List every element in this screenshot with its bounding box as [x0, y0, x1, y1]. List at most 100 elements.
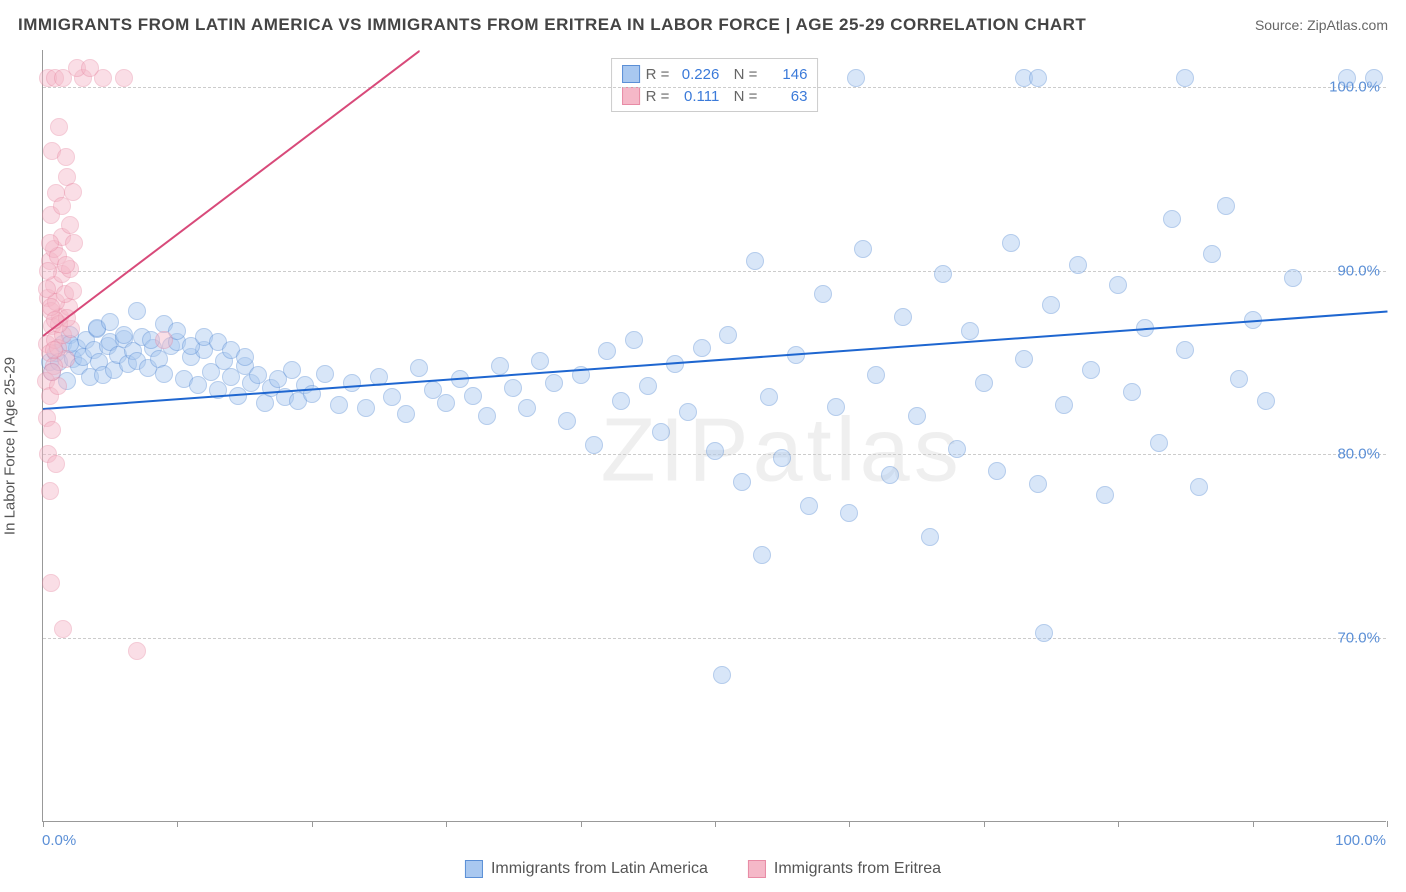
data-point: [65, 234, 83, 252]
data-point: [1029, 69, 1047, 87]
legend-stats-box: R =0.226 N =146R =0.111 N =63: [611, 58, 819, 112]
data-point: [45, 341, 63, 359]
data-point: [800, 497, 818, 515]
data-point: [316, 365, 334, 383]
data-point: [625, 331, 643, 349]
x-tick: [446, 821, 447, 827]
data-point: [115, 69, 133, 87]
data-point: [41, 482, 59, 500]
legend-stats-row: R = 0.111 N = 63: [622, 85, 808, 107]
source-attribution: Source: ZipAtlas.com: [1255, 17, 1388, 33]
data-point: [706, 442, 724, 460]
stat-r-value: 0.111: [675, 88, 719, 105]
stat-r-label: R =: [646, 66, 670, 83]
data-point: [1042, 296, 1060, 314]
data-point: [814, 285, 832, 303]
legend-swatch: [622, 87, 640, 105]
data-point: [504, 379, 522, 397]
data-point: [719, 326, 737, 344]
data-point: [1029, 475, 1047, 493]
data-point: [988, 462, 1006, 480]
bottom-legend-item: Immigrants from Latin America: [465, 860, 708, 878]
data-point: [558, 412, 576, 430]
data-point: [1150, 434, 1168, 452]
data-point: [961, 322, 979, 340]
data-point: [330, 396, 348, 414]
data-point: [464, 387, 482, 405]
plot-area: ZIPatlas R =0.226 N =146R =0.111 N =63 7…: [42, 50, 1386, 822]
data-point: [1082, 361, 1100, 379]
data-point: [478, 407, 496, 425]
data-point: [1123, 383, 1141, 401]
data-point: [518, 399, 536, 417]
data-point: [57, 148, 75, 166]
data-point: [53, 197, 71, 215]
data-point: [115, 326, 133, 344]
data-point: [1365, 69, 1383, 87]
data-point: [410, 359, 428, 377]
data-point: [1163, 210, 1181, 228]
data-point: [652, 423, 670, 441]
y-tick-label: 80.0%: [1337, 446, 1380, 463]
data-point: [1002, 234, 1020, 252]
data-point: [1338, 69, 1356, 87]
x-axis-labels: 0.0% 100.0%: [42, 832, 1386, 852]
x-tick: [849, 821, 850, 827]
data-point: [1190, 478, 1208, 496]
data-point: [1055, 396, 1073, 414]
data-point: [713, 666, 731, 684]
data-point: [854, 240, 872, 258]
legend-swatch: [748, 860, 766, 878]
data-point: [64, 183, 82, 201]
data-point: [57, 256, 75, 274]
stat-n-value: 63: [763, 88, 807, 105]
x-tick: [43, 821, 44, 827]
data-point: [64, 282, 82, 300]
data-point: [867, 366, 885, 384]
data-point: [283, 361, 301, 379]
data-point: [753, 546, 771, 564]
data-point: [1203, 245, 1221, 263]
data-point: [54, 620, 72, 638]
data-point: [1257, 392, 1275, 410]
stat-n-label: N =: [725, 66, 757, 83]
y-axis-label: In Labor Force | Age 25-29: [2, 357, 19, 535]
x-tick: [312, 821, 313, 827]
trend-line: [238, 50, 420, 189]
stat-r-label: R =: [646, 88, 670, 105]
data-point: [61, 216, 79, 234]
data-point: [894, 308, 912, 326]
data-point: [42, 574, 60, 592]
stat-r-value: 0.226: [675, 66, 719, 83]
data-point: [437, 394, 455, 412]
data-point: [545, 374, 563, 392]
data-point: [881, 466, 899, 484]
data-point: [43, 421, 61, 439]
data-point: [639, 377, 657, 395]
data-point: [1096, 486, 1114, 504]
data-point: [840, 504, 858, 522]
data-point: [50, 118, 68, 136]
data-point: [236, 348, 254, 366]
data-point: [827, 398, 845, 416]
data-point: [357, 399, 375, 417]
data-point: [41, 234, 59, 252]
legend-label: Immigrants from Eritrea: [774, 860, 941, 878]
data-point: [733, 473, 751, 491]
x-tick: [984, 821, 985, 827]
data-point: [612, 392, 630, 410]
stat-n-label: N =: [725, 88, 757, 105]
legend-swatch: [622, 65, 640, 83]
data-point: [693, 339, 711, 357]
data-point: [934, 265, 952, 283]
legend-stats-row: R =0.226 N =146: [622, 63, 808, 85]
y-tick-label: 70.0%: [1337, 630, 1380, 647]
legend-swatch: [465, 860, 483, 878]
legend-label: Immigrants from Latin America: [491, 860, 708, 878]
data-point: [1284, 269, 1302, 287]
x-tick: [1387, 821, 1388, 827]
chart-title: IMMIGRANTS FROM LATIN AMERICA VS IMMIGRA…: [18, 15, 1086, 35]
data-point: [343, 374, 361, 392]
data-point: [128, 302, 146, 320]
data-point: [585, 436, 603, 454]
